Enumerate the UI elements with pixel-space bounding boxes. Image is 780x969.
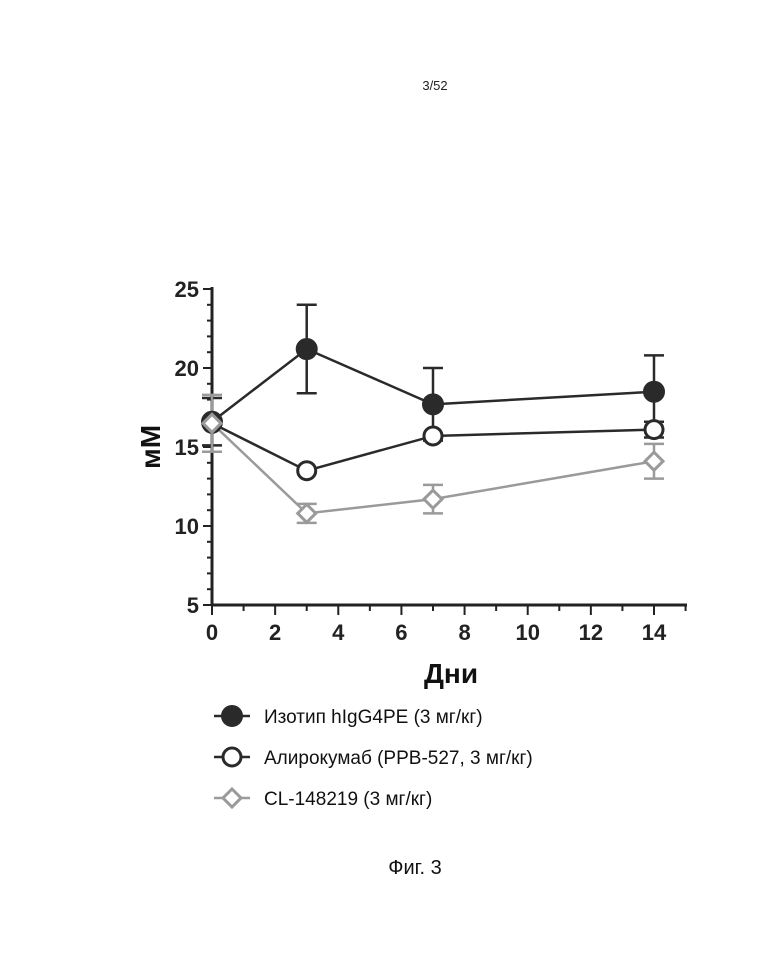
legend-label: CL-148219 (3 мг/кг) xyxy=(264,789,432,810)
x-tick-label: 0 xyxy=(206,620,218,645)
legend-item-2: CL-148219 (3 мг/кг) xyxy=(214,789,432,810)
legend-marker xyxy=(223,789,241,807)
x-tick-label: 6 xyxy=(395,620,407,645)
data-point xyxy=(423,394,443,414)
x-tick-label: 14 xyxy=(642,620,667,645)
data-point xyxy=(644,382,664,402)
data-point xyxy=(645,421,663,439)
line-chart: 5 10 15 20 25 0 2 4 6 8 10 12 14 Дни мМ Изотип hIgG4PE… xyxy=(0,0,780,969)
y-tick-label: 20 xyxy=(175,356,199,381)
chart-axes: 5 10 15 20 25 0 2 4 6 8 10 12 14 Дни мМ xyxy=(135,277,687,689)
data-point xyxy=(645,452,663,470)
legend-marker xyxy=(222,706,242,726)
data-point xyxy=(297,339,317,359)
chart-legend: Изотип hIgG4PE (3 мг/кг) Алирокумаб (PPB-… xyxy=(214,706,533,810)
y-tick-label: 10 xyxy=(175,514,199,539)
figure-caption: Фиг. 3 xyxy=(0,857,780,880)
y-tick-label: 15 xyxy=(175,435,199,460)
chart-series xyxy=(202,305,664,523)
legend-item-0: Изотип hIgG4PE (3 мг/кг) xyxy=(214,706,483,728)
data-point xyxy=(424,427,442,445)
legend-marker xyxy=(223,748,241,766)
x-tick-label: 10 xyxy=(515,620,539,645)
x-tick-label: 8 xyxy=(458,620,470,645)
x-tick-label: 12 xyxy=(579,620,603,645)
x-tick-label: 2 xyxy=(269,620,281,645)
y-tick-label: 25 xyxy=(175,277,199,302)
y-axis-title: мМ xyxy=(135,425,166,469)
legend-item-1: Алирокумаб (PPB-527, 3 мг/кг) xyxy=(214,748,533,769)
x-axis-title: Дни xyxy=(424,658,478,689)
x-tick-label: 4 xyxy=(332,620,345,645)
data-point xyxy=(424,490,442,508)
legend-label: Изотип hIgG4PE (3 мг/кг) xyxy=(264,707,483,728)
series-0 xyxy=(202,305,664,446)
y-tick-label: 5 xyxy=(187,593,199,618)
legend-label: Алирокумаб (PPB-527, 3 мг/кг) xyxy=(264,748,533,769)
data-point xyxy=(298,462,316,480)
